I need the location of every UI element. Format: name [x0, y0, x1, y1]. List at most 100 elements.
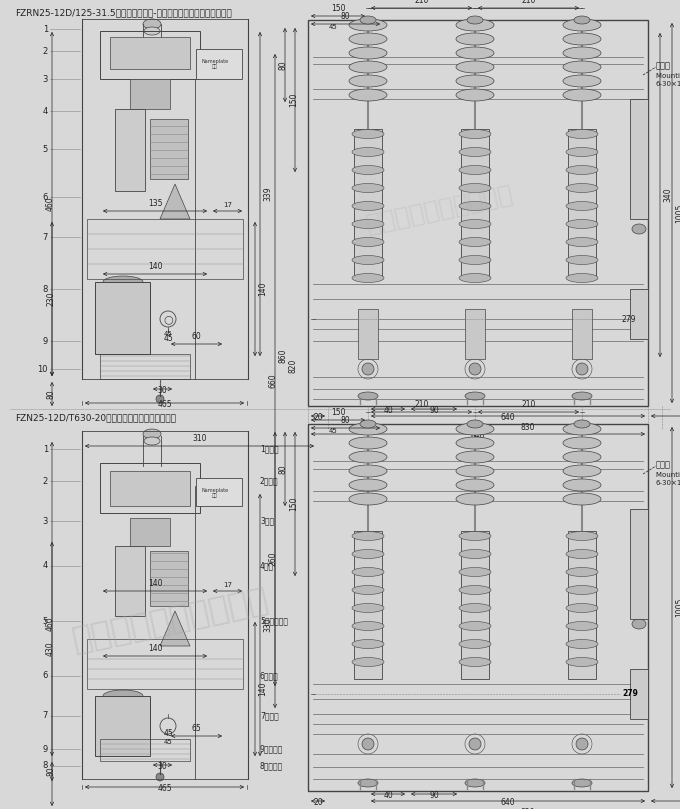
Ellipse shape	[566, 184, 598, 193]
Text: 60: 60	[192, 332, 201, 341]
Circle shape	[156, 395, 164, 403]
Ellipse shape	[566, 549, 598, 558]
Ellipse shape	[456, 437, 494, 449]
Text: 140: 140	[148, 579, 163, 588]
Ellipse shape	[563, 437, 601, 449]
Bar	[115, 546, 145, 616]
Ellipse shape	[349, 479, 387, 491]
Text: 2绝缘罩: 2绝缘罩	[260, 477, 279, 485]
Text: 279: 279	[622, 315, 636, 324]
Ellipse shape	[566, 658, 598, 667]
Text: 830: 830	[521, 423, 535, 432]
Ellipse shape	[358, 779, 378, 787]
Text: 80: 80	[341, 12, 350, 21]
Ellipse shape	[566, 604, 598, 612]
Text: 45: 45	[328, 24, 337, 30]
Ellipse shape	[563, 423, 601, 435]
Ellipse shape	[459, 201, 491, 210]
Ellipse shape	[352, 639, 384, 649]
Text: 640: 640	[500, 798, 515, 807]
Ellipse shape	[459, 238, 491, 247]
Bar	[95, 696, 150, 756]
Bar	[630, 669, 648, 719]
Text: 465: 465	[157, 400, 172, 409]
Text: 17: 17	[223, 202, 232, 208]
Ellipse shape	[572, 392, 592, 400]
Ellipse shape	[459, 586, 491, 595]
Ellipse shape	[352, 184, 384, 193]
Text: 45: 45	[163, 729, 173, 738]
Text: 65: 65	[192, 724, 201, 733]
Text: 17: 17	[223, 582, 232, 588]
Circle shape	[362, 363, 374, 375]
Text: 2: 2	[43, 46, 48, 56]
Text: 80: 80	[279, 464, 288, 474]
Ellipse shape	[456, 89, 494, 101]
Text: 10: 10	[37, 365, 48, 374]
Ellipse shape	[459, 184, 491, 193]
Ellipse shape	[352, 256, 384, 265]
Text: 460: 460	[46, 197, 55, 211]
Text: 279: 279	[622, 689, 638, 698]
Text: 230: 230	[46, 292, 55, 307]
Ellipse shape	[352, 532, 384, 540]
Text: 4: 4	[43, 107, 48, 116]
Text: 339: 339	[263, 187, 272, 201]
Ellipse shape	[563, 19, 601, 31]
Ellipse shape	[459, 273, 491, 282]
Circle shape	[469, 363, 481, 375]
Ellipse shape	[349, 75, 387, 87]
Text: 40: 40	[383, 406, 393, 415]
Ellipse shape	[563, 465, 601, 477]
Text: 45: 45	[164, 739, 172, 745]
Ellipse shape	[352, 567, 384, 577]
Bar	[196, 49, 242, 79]
Bar	[100, 31, 200, 79]
Text: 3: 3	[43, 516, 48, 526]
Text: 80: 80	[279, 60, 288, 70]
Ellipse shape	[352, 621, 384, 630]
Text: 3: 3	[43, 74, 48, 83]
Text: 135: 135	[148, 199, 163, 208]
Text: 140: 140	[258, 682, 267, 697]
Text: 140: 140	[148, 644, 163, 653]
Bar	[150, 551, 188, 606]
Ellipse shape	[459, 604, 491, 612]
Ellipse shape	[574, 16, 590, 24]
Ellipse shape	[349, 33, 387, 45]
Ellipse shape	[349, 47, 387, 59]
Circle shape	[576, 363, 588, 375]
Polygon shape	[160, 611, 190, 646]
Ellipse shape	[563, 61, 601, 73]
Text: 20: 20	[313, 413, 323, 422]
Circle shape	[156, 773, 164, 781]
Ellipse shape	[467, 420, 483, 428]
Circle shape	[576, 738, 588, 750]
Text: 30: 30	[158, 386, 167, 395]
Ellipse shape	[352, 238, 384, 247]
Text: 5真空灭弧室: 5真空灭弧室	[260, 616, 288, 625]
Ellipse shape	[349, 451, 387, 463]
Text: 340: 340	[663, 188, 672, 202]
Ellipse shape	[465, 779, 485, 787]
Circle shape	[469, 738, 481, 750]
Text: 6-30×13×R6.5: 6-30×13×R6.5	[656, 81, 680, 87]
Ellipse shape	[459, 256, 491, 265]
Ellipse shape	[349, 423, 387, 435]
Text: 安装孔: 安装孔	[656, 460, 671, 469]
Text: 260: 260	[269, 552, 278, 566]
Ellipse shape	[459, 639, 491, 649]
Ellipse shape	[456, 61, 494, 73]
Text: 830: 830	[521, 808, 535, 809]
Text: Mounting holes: Mounting holes	[656, 73, 680, 79]
Text: 9: 9	[43, 744, 48, 753]
Bar	[308, 20, 648, 406]
Bar	[461, 531, 489, 679]
Text: 210: 210	[414, 400, 428, 409]
Ellipse shape	[352, 201, 384, 210]
Ellipse shape	[456, 33, 494, 45]
Ellipse shape	[563, 89, 601, 101]
Ellipse shape	[144, 27, 160, 35]
Ellipse shape	[632, 224, 646, 234]
Ellipse shape	[566, 129, 598, 138]
